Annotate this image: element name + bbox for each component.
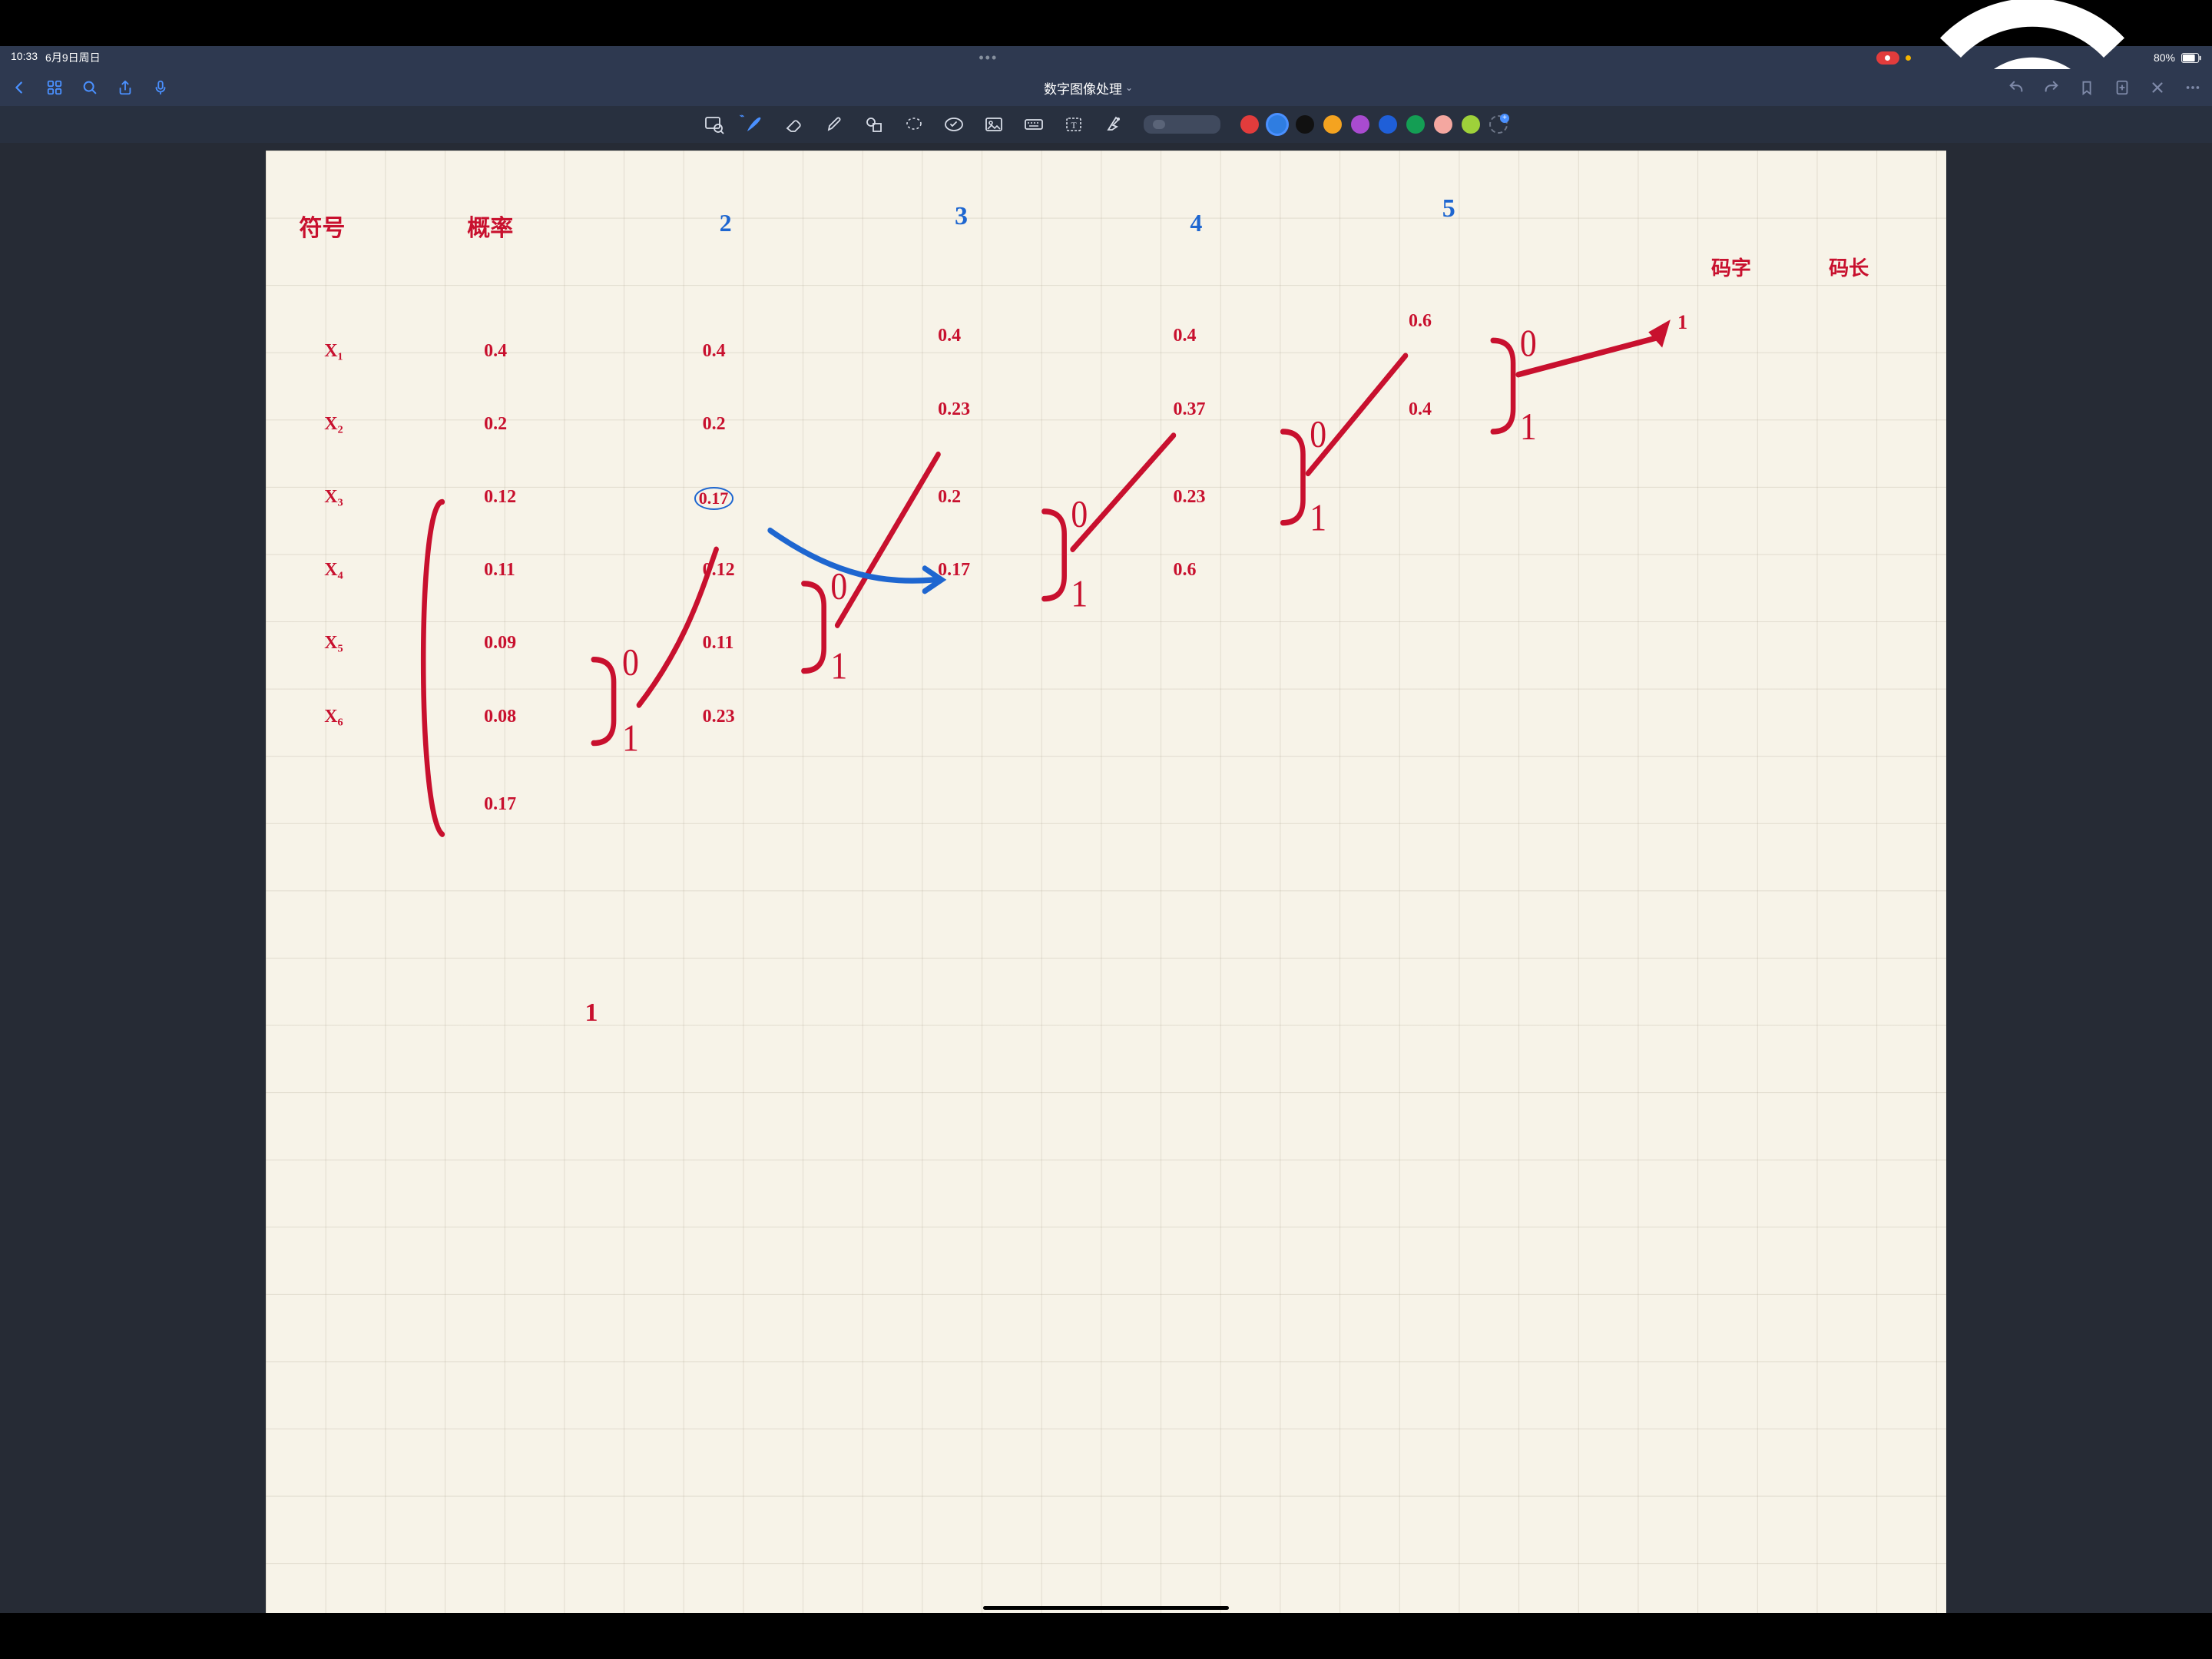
close-icon[interactable] <box>2149 79 2166 96</box>
stroke-thin[interactable] <box>1153 120 1165 129</box>
canvas-area: 符号 概率 2 3 4 5 码字 码长 X₁ X₂ X₃ X₄ X₅ X₆ 0.… <box>0 143 2212 1613</box>
color-palette: + <box>1240 115 1508 134</box>
home-indicator[interactable] <box>983 1606 1229 1610</box>
more-icon[interactable] <box>2184 79 2201 96</box>
location-dot-icon <box>1906 55 1911 61</box>
back-icon[interactable] <box>11 79 28 96</box>
zoom-tool-icon[interactable] <box>704 114 724 134</box>
color-swatch-8[interactable] <box>1462 115 1480 134</box>
stroke-width-group <box>1144 115 1220 134</box>
color-swatch-2[interactable] <box>1296 115 1314 134</box>
svg-text:1: 1 <box>1071 573 1088 615</box>
share-icon[interactable] <box>117 79 134 96</box>
pointer-tool-icon[interactable] <box>1104 114 1124 134</box>
lasso-tool-icon[interactable] <box>904 114 924 134</box>
undo-icon[interactable] <box>2008 79 2025 96</box>
svg-text:1: 1 <box>830 645 847 687</box>
battery-icon <box>2181 53 2201 63</box>
stroke-thick[interactable] <box>1199 120 1211 129</box>
redo-icon[interactable] <box>2043 79 2060 96</box>
eraser-tool-icon[interactable] <box>784 114 804 134</box>
add-page-icon[interactable] <box>2114 79 2131 96</box>
color-swatch-0[interactable] <box>1240 115 1259 134</box>
svg-text:1: 1 <box>1310 497 1326 539</box>
document-title-text: 数字图像处理 <box>1044 78 1122 98</box>
annotation-overlay: 0 1 0 1 0 1 0 1 <box>266 151 1947 1613</box>
svg-text:T: T <box>1071 120 1077 131</box>
color-swatch-5[interactable] <box>1379 115 1397 134</box>
status-time: 10:33 <box>11 50 38 65</box>
status-date: 6月9日周日 <box>45 50 101 65</box>
svg-text:0: 0 <box>1071 493 1088 535</box>
shape-tool-icon[interactable] <box>864 114 884 134</box>
svg-text:0: 0 <box>1519 323 1536 365</box>
battery-percent: 80% <box>2154 51 2175 64</box>
pen-tool-icon[interactable]: ⌁ <box>744 114 764 134</box>
color-swatch-7[interactable] <box>1434 115 1452 134</box>
nav-bar: 数字图像处理 ⌄ <box>0 69 2212 106</box>
document-title[interactable]: 数字图像处理 ⌄ <box>1044 78 1133 98</box>
color-swatch-1[interactable] <box>1268 115 1286 134</box>
color-swatch-6[interactable] <box>1406 115 1425 134</box>
tool-bar: ⌁ T + <box>0 106 2212 143</box>
search-icon[interactable] <box>81 79 98 96</box>
multitask-handle[interactable]: ••• <box>979 50 998 66</box>
svg-text:0: 0 <box>622 641 639 684</box>
grid-icon[interactable] <box>46 79 63 96</box>
app-screen: 10:33 6月9日周日 ••• 80% 数字图像处理 ⌄ <box>0 46 2212 1613</box>
image-tool-icon[interactable] <box>984 114 1004 134</box>
bluetooth-badge-icon: ⌁ <box>740 112 744 121</box>
color-swatch-4[interactable] <box>1351 115 1369 134</box>
sticker-tool-icon[interactable] <box>944 114 964 134</box>
letterbox-bottom <box>0 1613 2212 1659</box>
highlighter-tool-icon[interactable] <box>824 114 844 134</box>
screen-record-icon[interactable] <box>1876 51 1899 65</box>
chevron-down-icon: ⌄ <box>1125 82 1133 93</box>
svg-text:1: 1 <box>622 717 639 760</box>
mic-icon[interactable] <box>152 79 169 96</box>
paper[interactable]: 符号 概率 2 3 4 5 码字 码长 X₁ X₂ X₃ X₄ X₅ X₆ 0.… <box>266 151 1947 1613</box>
stroke-med[interactable] <box>1176 120 1188 129</box>
keyboard-tool-icon[interactable] <box>1024 114 1044 134</box>
bookmark-icon[interactable] <box>2078 79 2095 96</box>
status-bar: 10:33 6月9日周日 ••• 80% <box>0 46 2212 69</box>
color-swatch-3[interactable] <box>1323 115 1342 134</box>
svg-text:0: 0 <box>1310 413 1326 455</box>
text-tool-icon[interactable]: T <box>1064 114 1084 134</box>
svg-text:1: 1 <box>1519 406 1536 448</box>
add-color-button[interactable]: + <box>1489 115 1508 134</box>
